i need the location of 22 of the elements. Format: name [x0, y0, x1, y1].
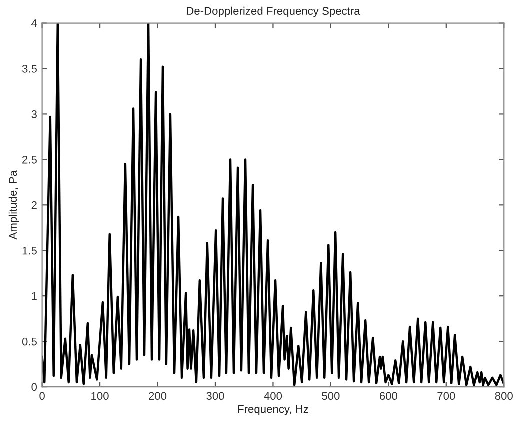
y-tick-label: 3.5	[22, 65, 37, 73]
x-tick-label: 0	[40, 392, 45, 400]
y-axis-title: Amplitude, Pa	[8, 170, 20, 240]
x-tick-label: 800	[495, 392, 513, 400]
x-tick-label: 200	[149, 392, 167, 400]
y-tick-label: 2.5	[22, 156, 37, 164]
x-tick-label: 400	[264, 392, 282, 400]
x-tick-label: 500	[322, 392, 340, 400]
y-tick-label: 0	[32, 383, 38, 392]
y-tick-label: 2	[32, 201, 37, 210]
x-tick-label: 100	[92, 392, 109, 400]
x-tick-label: 700	[438, 392, 456, 400]
x-tick-label: 300	[206, 392, 224, 400]
y-tick-label: 4	[32, 20, 38, 28]
y-tick-label: 1.5	[22, 247, 37, 255]
line-series	[42, 23, 504, 386]
x-tick-label: 600	[380, 392, 398, 400]
y-tick-label: 1	[32, 292, 37, 300]
x-axis-title: Frequency, Hz	[238, 405, 308, 416]
chart-title: De-Dopplerized Frequency Spectra	[187, 6, 360, 18]
y-tick-label: 0.5	[22, 338, 37, 346]
y-tick-label: 3	[32, 110, 37, 118]
